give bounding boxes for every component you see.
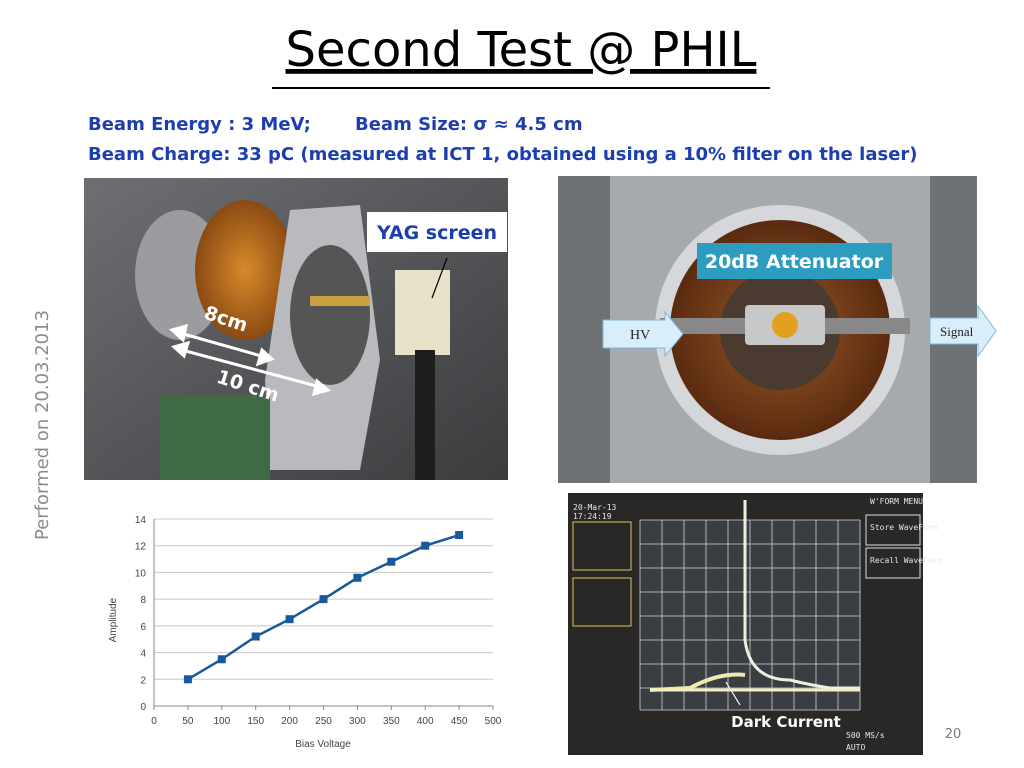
x-tick-label: 500 — [485, 716, 502, 727]
label-box — [697, 243, 892, 279]
y-tick-label: 10 — [135, 568, 147, 579]
y-tick-label: 12 — [135, 542, 147, 553]
arrow — [602, 310, 684, 358]
x-tick-label: 0 — [151, 716, 157, 727]
data-point — [421, 541, 430, 550]
beam-charge: Beam Charge: 33 pC (measured at ICT 1, o… — [88, 144, 918, 165]
x-tick-label: 150 — [247, 716, 264, 727]
x-tick-label: 200 — [281, 716, 298, 727]
data-point — [217, 655, 226, 664]
beam-size: Beam Size: σ ≈ 4.5 cm — [355, 114, 583, 135]
pointer — [431, 257, 448, 299]
y-tick-label: 2 — [140, 675, 146, 686]
scope-text: AUTO — [846, 743, 865, 752]
y-tick-label: 0 — [140, 702, 146, 713]
beam-energy: Beam Energy : 3 MeV; — [88, 114, 311, 135]
y-tick-label: 6 — [140, 622, 146, 633]
dimension-arrows — [168, 323, 332, 397]
x-tick-label: 400 — [417, 716, 434, 727]
scope-text: Recall WaveForm — [870, 556, 942, 565]
photo-attenuator — [558, 176, 977, 483]
y-tick-label: 14 — [135, 515, 147, 526]
x-tick-label: 50 — [182, 716, 194, 727]
scope-annotation: Dark Current — [731, 713, 841, 731]
scope-text: 500 MS/s — [846, 731, 885, 740]
y-axis-label: Amplitude — [108, 597, 119, 642]
x-tick-label: 100 — [213, 716, 230, 727]
x-tick-label: 250 — [315, 716, 332, 727]
data-point — [353, 573, 362, 582]
x-tick-label: 450 — [451, 716, 468, 727]
data-point — [455, 531, 464, 540]
data-point — [319, 595, 328, 604]
scope-text: 17:24:19 — [573, 512, 612, 521]
y-tick-label: 8 — [140, 595, 146, 606]
arrow-label: Signal — [940, 324, 974, 339]
x-tick-label: 350 — [383, 716, 400, 727]
y-tick-label: 4 — [140, 649, 146, 660]
data-line — [187, 533, 460, 681]
chart: 0 2 4 6 8 10 12 14 0 50 100 150 200 250 300 350 400 450 50… — [135, 515, 502, 727]
data-point — [387, 557, 396, 566]
arrow-label: HV — [630, 328, 650, 343]
slide-title: Second Test @ PHIL — [286, 22, 757, 78]
x-axis-label: Bias Voltage — [295, 739, 351, 750]
data-point — [183, 675, 192, 684]
scope-text: Store WaveForm — [870, 523, 938, 532]
label-box — [367, 212, 507, 252]
arrow — [929, 304, 997, 358]
data-point — [285, 615, 294, 624]
photo-label: YAG screen — [376, 222, 497, 244]
side-note: Performed on 20.03.2013 — [32, 310, 53, 540]
scope-text: 20-Mar-13 — [573, 503, 617, 512]
x-tick-label: 300 — [349, 716, 366, 727]
oscilloscope — [568, 493, 923, 755]
scope-text: W'FORM MENU — [870, 497, 923, 506]
pointer — [725, 681, 741, 706]
data-point — [251, 632, 260, 641]
photo-label: 20dB Attenuator — [705, 251, 884, 273]
page-number: 20 — [945, 727, 962, 742]
